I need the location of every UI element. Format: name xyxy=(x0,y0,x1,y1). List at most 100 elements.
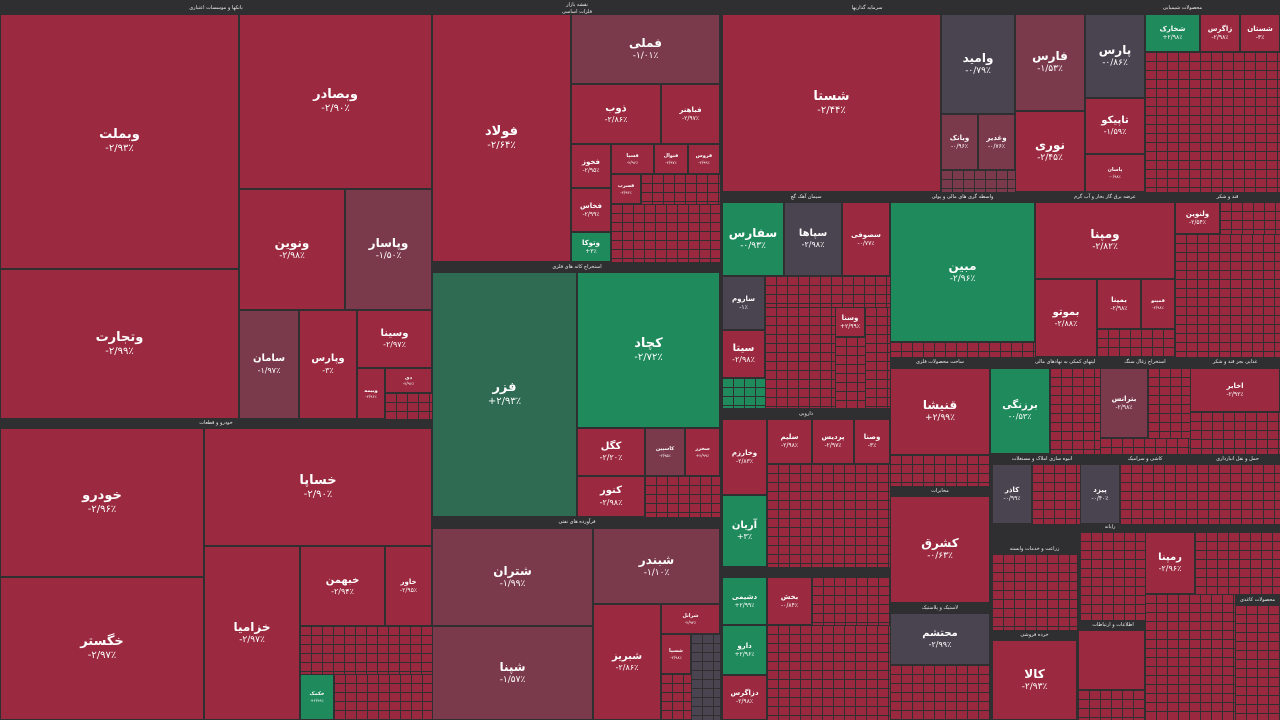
stock-tile-fnoval[interactable]: فنوال -۲/۹۷٪ xyxy=(654,144,688,174)
stock-tile-shbriz[interactable]: شبریز -۲/۸۶٪ xyxy=(593,604,661,720)
stock-tile-rampna[interactable]: کالا -۲/۹۳٪ xyxy=(992,640,1077,720)
stock-tile-vkharazm[interactable]: وخارزم -۲/۸۳٪ xyxy=(722,419,767,495)
stock-tile-fkhas[interactable]: فخاس -۲/۹۹٪ xyxy=(571,188,611,232)
stock-tile-shtran[interactable]: شتران -۱/۹۹٪ xyxy=(432,528,593,626)
stock-tile-arian[interactable]: آریان +۳٪ xyxy=(722,495,767,567)
stock-tile-zagros[interactable]: زاگرس -۲/۹۸٪ xyxy=(1200,14,1240,52)
sector-header-metal-products: ساخت محصولات فلزی xyxy=(890,357,990,368)
sector-header-retail: خرده فروشی xyxy=(992,630,1077,641)
stock-tile-vsna[interactable]: مبین -۲/۹۶٪ xyxy=(890,202,1035,342)
stock-tile-mobin[interactable]: ومپنا -۲/۸۲٪ xyxy=(1035,202,1175,279)
stock-tile-daroo[interactable]: دارو +۲/۹۶٪ xyxy=(722,625,767,675)
stock-tile-noori[interactable]: نوری -۲/۴۵٪ xyxy=(1015,111,1085,192)
stock-tile-vsana[interactable]: وصنا -۳٪ xyxy=(854,419,890,464)
stock-tile-kaspin[interactable]: سخزر +۲/۹۹٪ xyxy=(685,428,720,476)
stock-tile-saroom[interactable]: سیتا -۲/۹۸٪ xyxy=(722,330,765,378)
stock-tile-alumina[interactable]: فزر +۲/۹۳٪ xyxy=(432,272,577,517)
stock-tile-bakhsh[interactable]: بخش -۰/۸۴٪ xyxy=(767,577,812,625)
stock-tile-kgol[interactable]: کنور -۲/۹۸٪ xyxy=(577,476,645,517)
stock-tile-akhaber[interactable]: کشرق -۰/۶۳٪ xyxy=(890,496,990,603)
stock-tile-shastan[interactable]: شستان -۳٪ xyxy=(1240,14,1280,52)
sector-header-metal-ores: استخراج کانه های فلزی xyxy=(432,262,722,273)
sector-header-investments: سرمایه گذاریها xyxy=(722,3,1012,14)
stock-tile-ssofi[interactable]: ساروم -۱٪ xyxy=(722,276,765,330)
stock-tile-shasta[interactable]: شستا -۲/۴۴٪ xyxy=(722,14,941,192)
stock-tile-foolad[interactable]: فولاد -۲/۶۴٪ xyxy=(432,14,571,262)
stock-tile-vbsader[interactable]: وبصادر -۲/۹۰٪ xyxy=(239,14,432,189)
sector-header-tiles: کاشی و سرامیک xyxy=(1100,454,1190,465)
stock-tile-dey[interactable]: دی -۲/۹۶٪ xyxy=(385,368,432,393)
stock-tile-vmapna[interactable]: بموتو -۲/۸۸٪ xyxy=(1035,279,1097,357)
sector-header-paper: محصولات کاغذی xyxy=(1235,595,1280,606)
stock-tile-vlnovin[interactable]: قنیشا +۲/۹۹٪ xyxy=(890,368,990,455)
stock-tile-shbandar[interactable]: شبندر -۱/۱۰٪ xyxy=(593,528,720,604)
stock-tile-pars[interactable]: پارس -۰/۸۶٪ xyxy=(1085,14,1145,98)
stock-tile-khgostar[interactable]: خگستر -۲/۹۷٪ xyxy=(0,577,204,720)
stock-tile-khbahman[interactable]: خبهمن -۲/۹۴٪ xyxy=(300,546,385,626)
stock-tile-vbank[interactable]: وبانک -۰/۹۶٪ xyxy=(941,114,978,170)
stock-tile-dzagros[interactable]: دزاگرس -۲/۹۸٪ xyxy=(722,675,767,720)
stock-tile-sfars[interactable]: سپاها -۲/۹۸٪ xyxy=(784,202,842,276)
stock-tile-shpna[interactable]: شپنا -۱/۵۷٪ xyxy=(432,626,593,720)
stock-tile-vbime[interactable]: وبیمه -۲/۹۶٪ xyxy=(357,368,385,419)
stock-tile-ghnisha[interactable]: برزنگی -۰/۵۳٪ xyxy=(990,368,1050,454)
stock-tile-fameli[interactable]: فملی -۱/۰۱٪ xyxy=(571,14,720,84)
stock-tile-fbahonar[interactable]: فباهنر -۲/۹۷٪ xyxy=(661,84,720,144)
stock-tile-khodro[interactable]: خودرو -۲/۹۶٪ xyxy=(0,428,204,577)
stock-tile-vpasar[interactable]: وپاسار -۱/۵۰٪ xyxy=(345,189,432,310)
stock-tile-khkomak[interactable]: خکمک +۲/۹۹٪ xyxy=(300,674,334,720)
stock-tile-bmapna[interactable]: قمینو -۲/۹۸٪ xyxy=(1141,279,1175,329)
stock-tile-vomid[interactable]: وامید -۰/۷۹٪ xyxy=(941,14,1015,114)
stock-tile-fazar[interactable]: کچاد -۲/۷۲٪ xyxy=(577,272,720,428)
stock-tile-knoor[interactable]: کاسپین -۲/۹۵٪ xyxy=(645,428,685,476)
stock-tile-khavar[interactable]: خاور -۲/۹۵٪ xyxy=(385,546,432,626)
stock-tile-pyazd[interactable]: محتشم -۲/۹۹٪ xyxy=(890,613,990,665)
stock-tile-shkharak[interactable]: شخارک +۲/۹۸٪ xyxy=(1145,14,1200,52)
stock-tile-vghadir[interactable]: وغدیر -۰/۷۶٪ xyxy=(978,114,1015,170)
stock-tile-vpars[interactable]: وپارس -۳٪ xyxy=(299,310,357,419)
small-tiles-cluster xyxy=(890,665,990,720)
stock-tile-kazar[interactable]: پیزد -۰/۴۰٪ xyxy=(1080,464,1120,524)
stock-tile-bmoto[interactable]: بمپنا -۲/۹۸٪ xyxy=(1097,279,1141,329)
stock-tile-barazangi[interactable]: بترانس -۲/۹۸٪ xyxy=(1100,368,1148,438)
stock-tile-btrans[interactable]: اخابر -۲/۹۲٪ xyxy=(1190,368,1280,412)
stock-tile-kshargh[interactable]: کاذر -۰/۹۹٪ xyxy=(992,464,1032,524)
stock-tile-pardis[interactable]: پردیس -۲/۹۷٪ xyxy=(812,419,854,464)
stock-tile-vtoka[interactable]: وتوکا +۳٪ xyxy=(571,232,611,262)
stock-tile-vbmellat[interactable]: وبملت -۲/۹۳٪ xyxy=(0,14,239,269)
stock-tile-vnovin[interactable]: ونوین -۲/۹۸٪ xyxy=(239,189,345,310)
sector-header-transport: حمل و نقل انبارداری xyxy=(1195,454,1280,465)
small-tiles-cluster xyxy=(1145,52,1280,192)
stock-tile-ghmino[interactable]: ولنوین -۲/۵۴٪ xyxy=(1175,202,1220,234)
small-tiles-cluster xyxy=(645,476,720,517)
small-tiles-cluster xyxy=(890,455,990,486)
stock-tile-sita[interactable]: وسنا +۲/۹۹٪ xyxy=(835,307,865,337)
stock-tile-shranol[interactable]: شرانل -۲/۹۴٪ xyxy=(661,604,720,634)
stock-tile-shsepa[interactable]: شسپا -۲/۹۸٪ xyxy=(661,634,691,674)
stock-tile-khzamia[interactable]: خزامیا -۲/۹۷٪ xyxy=(204,546,300,720)
stock-tile-vsina[interactable]: وسینا -۲/۹۷٪ xyxy=(357,310,432,368)
stock-tile-tapiko[interactable]: تاپیکو -۱/۵۹٪ xyxy=(1085,98,1145,154)
market-map-title: نقشه بازار xyxy=(432,0,722,11)
stock-tile-fkhoz[interactable]: فخوز -۲/۹۵٪ xyxy=(571,144,611,188)
stock-tile-fars[interactable]: فارس -۱/۵۳٪ xyxy=(1015,14,1085,111)
stock-tile-saman[interactable]: سامان -۱/۹۷٪ xyxy=(239,310,299,419)
stock-tile-vtejarat[interactable]: وتجارت -۲/۹۹٪ xyxy=(0,269,239,419)
stock-tile-khsapa[interactable]: خساپا -۲/۹۰٪ xyxy=(204,428,432,546)
stock-tile-sepaha[interactable]: سصوفی -۰/۷۷٪ xyxy=(842,202,890,276)
stock-tile-kchad[interactable]: کگل -۲/۲۰٪ xyxy=(577,428,645,476)
stock-tile-fsorb[interactable]: فسرب -۲/۹۴٪ xyxy=(611,174,641,204)
stock-tile-fsepa[interactable]: فسپا -۲/۹۶٪ xyxy=(611,144,654,174)
stock-tile-skhazar[interactable]: سفارس -۰/۹۳٪ xyxy=(722,202,784,276)
small-tiles-cluster xyxy=(767,464,890,567)
stock-tile-mohtasham[interactable]: رمپنا -۲/۹۶٪ xyxy=(1145,532,1195,594)
stock-tile-zob[interactable]: ذوب -۲/۸۶٪ xyxy=(571,84,661,144)
small-tiles-cluster xyxy=(334,674,432,720)
stock-tile-salim[interactable]: سلیم -۲/۹۸٪ xyxy=(767,419,812,464)
small-tiles-cluster xyxy=(1120,464,1280,524)
stock-tile-pasan[interactable]: پاسان -۰/۹۸٪ xyxy=(1085,154,1145,192)
stock-tile-dshimi[interactable]: دشیمی +۲/۹۹٪ xyxy=(722,577,767,625)
stock-tile-kala[interactable] xyxy=(1078,630,1145,690)
small-tiles-cluster xyxy=(385,393,432,419)
stock-tile-fros[interactable]: فروس -۲/۹۹٪ xyxy=(688,144,720,174)
